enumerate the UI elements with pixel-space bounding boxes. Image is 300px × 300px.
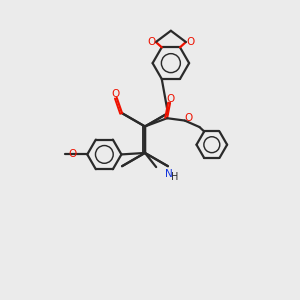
Text: O: O: [185, 112, 193, 123]
Text: O: O: [186, 37, 194, 47]
Text: O: O: [69, 148, 77, 158]
Text: O: O: [111, 89, 119, 99]
Text: O: O: [148, 37, 156, 47]
Text: H: H: [171, 172, 179, 182]
Text: N: N: [165, 169, 173, 179]
Text: O: O: [167, 94, 175, 104]
